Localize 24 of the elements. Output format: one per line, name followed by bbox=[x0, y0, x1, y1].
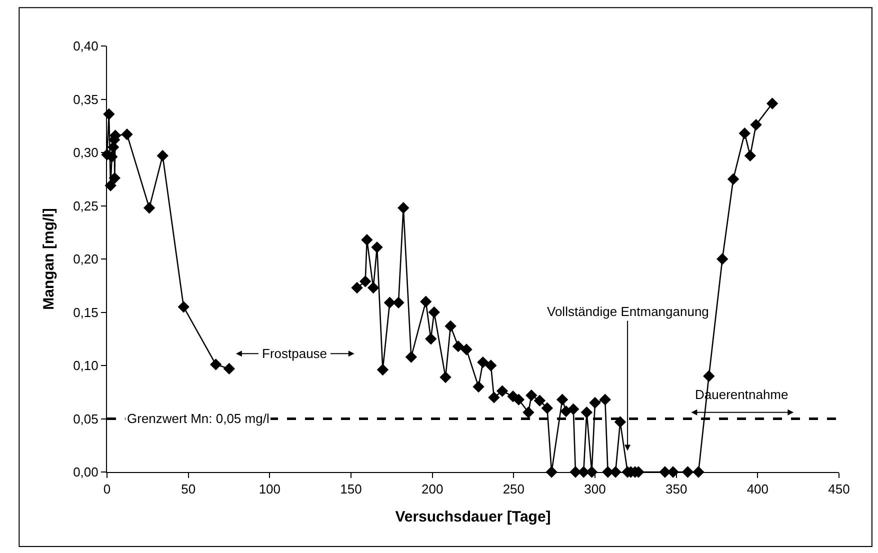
y-tick-label: 0,00 bbox=[73, 464, 98, 480]
x-tick-label: 100 bbox=[258, 482, 281, 497]
x-tick-label: 150 bbox=[340, 482, 362, 497]
ref-line-label: Grenzwert Mn: 0,05 mg/l bbox=[127, 411, 270, 426]
y-axis-title: Mangan [mg/l] bbox=[40, 208, 58, 310]
y-tick-label: 0,05 bbox=[73, 411, 98, 426]
y-tick-label: 0,10 bbox=[73, 358, 98, 374]
annotation: Vollständige Entmanganung bbox=[547, 304, 709, 319]
x-tick-label: 400 bbox=[746, 482, 769, 497]
annotation: Frostpause bbox=[262, 346, 328, 361]
y-tick-label: 0,40 bbox=[73, 38, 98, 54]
x-tick-label: 0 bbox=[103, 482, 111, 497]
x-tick-label: 250 bbox=[502, 482, 525, 497]
x-tick-label: 350 bbox=[665, 482, 688, 497]
x-axis-title: Versuchsdauer [Tage] bbox=[395, 508, 551, 526]
y-tick-label: 0,30 bbox=[73, 145, 98, 160]
y-tick-label: 0,35 bbox=[73, 92, 98, 107]
y-tick-label: 0,25 bbox=[73, 198, 98, 214]
x-tick-label: 200 bbox=[421, 482, 444, 497]
y-tick-label: 0,20 bbox=[73, 252, 98, 267]
x-tick-label: 300 bbox=[584, 482, 606, 497]
x-tick-label: 50 bbox=[181, 482, 196, 497]
y-tick-label: 0,15 bbox=[73, 304, 98, 320]
x-tick-label: 450 bbox=[828, 482, 850, 497]
